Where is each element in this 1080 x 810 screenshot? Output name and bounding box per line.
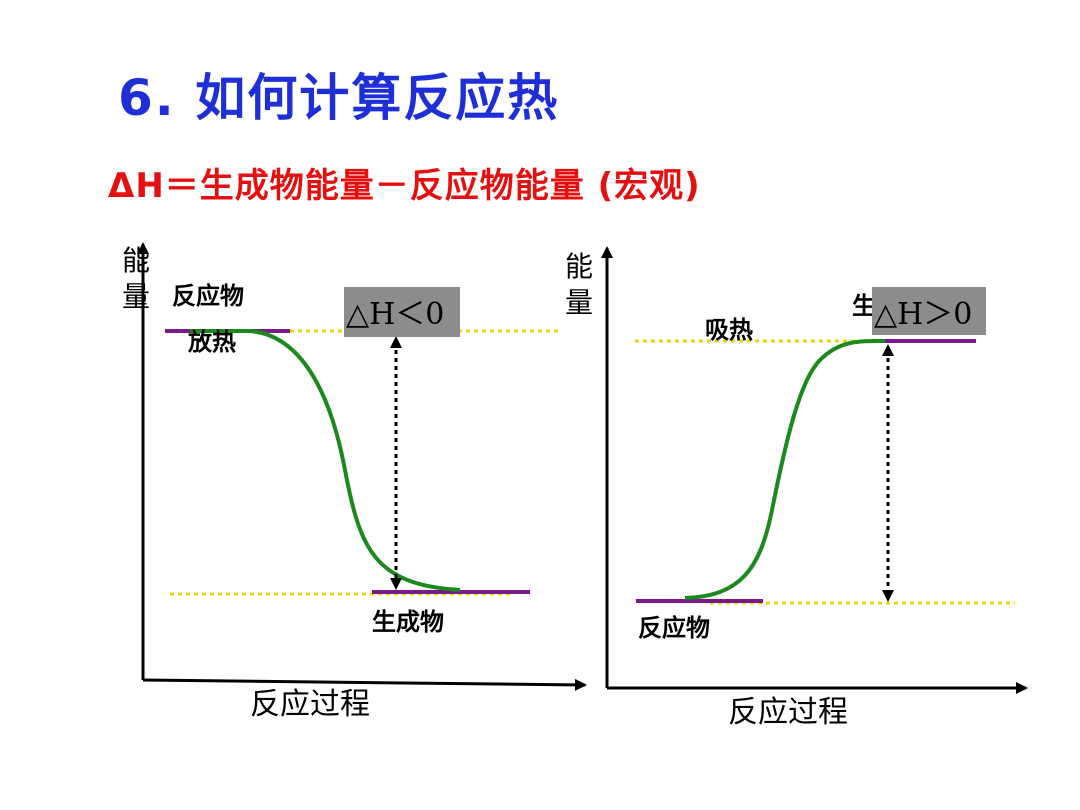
- right-reactant-label: 反应物: [638, 614, 710, 642]
- left-product-label: 生成物: [372, 608, 444, 636]
- left-reactant-label: 反应物: [172, 282, 244, 310]
- right-endothermic-diagram: 能 量 生 △H＞0 吸热 反应物 反应过程: [565, 246, 1028, 730]
- left-exothermic-diagram: 能 量 △H＜0 反应物 放热 生成物 反应过程: [122, 242, 587, 722]
- right-heat-label: 吸热: [705, 316, 753, 344]
- left-dh-label: △H＜0: [346, 297, 444, 332]
- right-reaction-curve: [684, 338, 886, 600]
- right-x-axis-label: 反应过程: [728, 695, 848, 730]
- left-y-axis-label-2: 量: [122, 280, 150, 313]
- left-dh-arrow-head-top: [390, 336, 402, 348]
- left-reaction-curve: [190, 329, 461, 592]
- right-dh-label: △H＞0: [874, 297, 972, 332]
- left-y-axis-label-1: 能: [122, 244, 150, 277]
- right-dh-arrow-head-bottom: [882, 590, 894, 602]
- right-dh-arrow-head-top: [882, 344, 894, 356]
- left-heat-label: 放热: [187, 328, 236, 356]
- left-x-axis-label: 反应过程: [250, 687, 370, 722]
- slide-title: 6. 如何计算反应热: [118, 69, 560, 127]
- right-y-axis-label-1: 能: [565, 250, 593, 283]
- right-dh-box: [872, 287, 986, 335]
- left-x-axis: [142, 678, 587, 691]
- left-dh-arrow-head-bottom: [390, 578, 402, 590]
- enthalpy-formula: ΔH＝生成物能量－反应物能量 (宏观): [108, 166, 701, 206]
- right-y-axis-label-2: 量: [565, 286, 593, 319]
- left-dh-box: [344, 287, 460, 337]
